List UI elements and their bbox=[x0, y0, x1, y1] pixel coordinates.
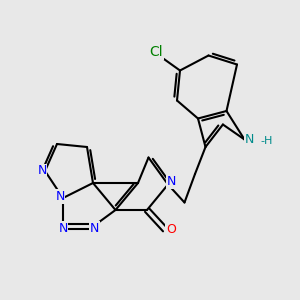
Text: Cl: Cl bbox=[149, 46, 163, 59]
Text: O: O bbox=[166, 223, 176, 236]
Text: N: N bbox=[90, 221, 99, 235]
Text: N: N bbox=[58, 221, 68, 235]
Text: N: N bbox=[244, 133, 254, 146]
Text: N: N bbox=[166, 175, 176, 188]
Text: N: N bbox=[55, 190, 65, 203]
Text: -H: -H bbox=[260, 136, 272, 146]
Text: N: N bbox=[37, 164, 47, 178]
